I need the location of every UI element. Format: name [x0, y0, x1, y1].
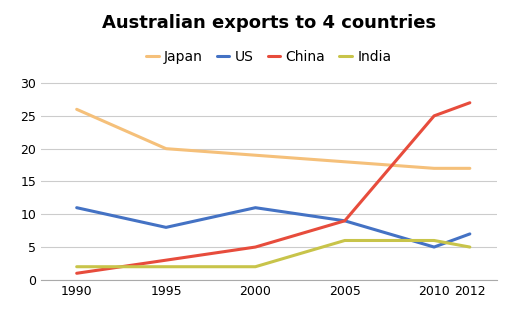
Line: India: India — [77, 240, 470, 267]
China — [431, 114, 437, 118]
Line: Japan: Japan — [77, 109, 470, 168]
US — [431, 245, 437, 249]
China — [252, 245, 259, 249]
China — [74, 271, 80, 275]
China — [163, 258, 169, 262]
Japan — [431, 166, 437, 170]
China — [342, 219, 348, 223]
India — [342, 238, 348, 242]
US — [467, 232, 473, 236]
Line: US: US — [77, 208, 470, 247]
India — [252, 265, 259, 269]
Japan — [467, 166, 473, 170]
Legend: Japan, US, China, India: Japan, US, China, India — [146, 50, 392, 64]
US — [163, 225, 169, 229]
Line: China: China — [77, 103, 470, 273]
India — [431, 238, 437, 242]
Japan — [163, 147, 169, 150]
US — [252, 206, 259, 210]
US — [342, 219, 348, 223]
Japan — [74, 107, 80, 111]
China — [467, 101, 473, 105]
Japan — [342, 160, 348, 164]
India — [74, 265, 80, 269]
India — [467, 245, 473, 249]
India — [163, 265, 169, 269]
US — [74, 206, 80, 210]
Japan — [252, 153, 259, 157]
Title: Australian exports to 4 countries: Australian exports to 4 countries — [102, 14, 436, 32]
